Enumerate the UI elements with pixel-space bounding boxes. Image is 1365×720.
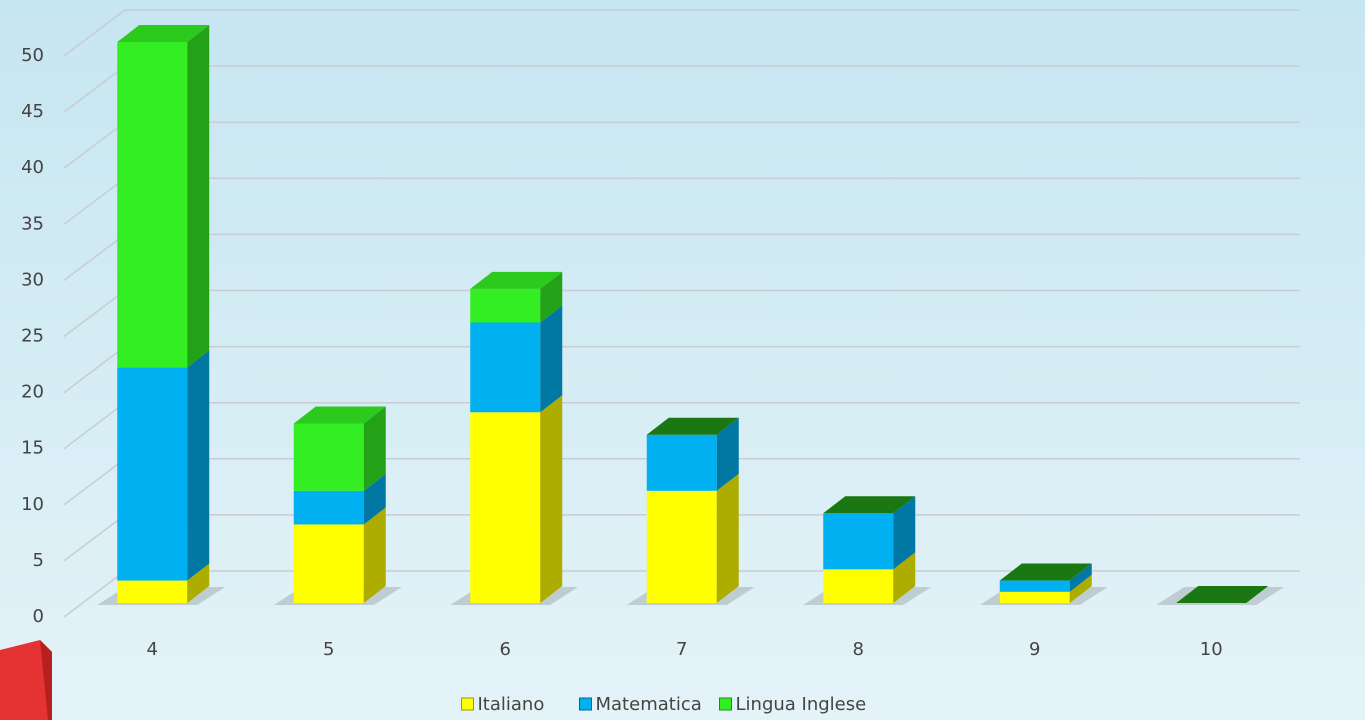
bar-segment xyxy=(293,423,364,491)
grid-line xyxy=(63,65,126,113)
y-tick-label: 15 xyxy=(21,438,44,459)
x-tick-label: 10 xyxy=(1200,639,1223,660)
bar-side xyxy=(540,271,563,323)
legend-label: Italiano xyxy=(478,694,545,715)
bar-side xyxy=(540,395,563,603)
y-tick-label: 40 xyxy=(21,157,44,178)
bar-side xyxy=(893,496,916,570)
y-tick-label: 0 xyxy=(33,606,44,627)
bar-segment xyxy=(470,412,541,603)
bar-segment xyxy=(823,569,894,603)
decoration xyxy=(40,640,52,720)
bar-top xyxy=(1176,586,1269,603)
bar-segment xyxy=(823,513,894,570)
bar-top xyxy=(999,563,1092,581)
legend-label: Lingua Inglese xyxy=(736,694,867,715)
bar-side xyxy=(187,25,210,368)
y-tick-label: 50 xyxy=(21,45,44,66)
x-tick-label: 8 xyxy=(853,639,864,660)
bar-segment xyxy=(293,490,364,525)
bar-top xyxy=(293,406,386,424)
legend-swatch xyxy=(719,697,732,711)
y-tick-label: 10 xyxy=(21,494,44,515)
bar-segment xyxy=(470,288,541,323)
x-tick-label: 9 xyxy=(1029,639,1040,660)
bar-side xyxy=(716,417,739,491)
bar-side xyxy=(363,507,386,603)
bar-side xyxy=(1069,574,1092,603)
y-tick-label: 20 xyxy=(21,382,44,403)
grid-line xyxy=(63,570,126,618)
legend-swatch xyxy=(579,697,592,711)
bar-top xyxy=(646,417,739,435)
bar-top xyxy=(117,25,210,42)
bar-segment xyxy=(999,591,1070,603)
legend-label: Matematica xyxy=(596,694,702,715)
bar-segment xyxy=(117,42,188,368)
x-tick-label: 4 xyxy=(147,639,158,660)
x-tick-label: 7 xyxy=(676,639,687,660)
x-tick-label: 5 xyxy=(323,639,334,660)
bar-segment xyxy=(293,524,364,603)
legend-swatch xyxy=(461,697,474,711)
grid-line xyxy=(63,346,126,394)
grid-line xyxy=(63,402,126,450)
bar-side xyxy=(1069,563,1092,592)
bar-top xyxy=(823,496,916,514)
x-tick-label: 6 xyxy=(500,639,511,660)
y-tick-label: 25 xyxy=(21,326,44,347)
grid-line xyxy=(63,458,126,506)
grid-line xyxy=(63,289,126,338)
bar-segment xyxy=(646,434,717,491)
bar-side xyxy=(363,473,386,525)
bar-segment xyxy=(470,322,541,413)
y-tick-label: 45 xyxy=(21,101,44,122)
grid-line xyxy=(63,514,126,562)
bar-segment xyxy=(999,580,1070,592)
bar-top xyxy=(470,271,563,289)
grid-line xyxy=(63,177,126,225)
bar-segment xyxy=(646,490,717,603)
y-tick-label: 5 xyxy=(33,550,44,571)
bar-side xyxy=(540,305,563,413)
bar-side xyxy=(187,350,210,581)
decoration xyxy=(0,640,52,720)
bar-side xyxy=(716,473,739,603)
grid-line xyxy=(63,233,126,281)
grid-line xyxy=(63,9,126,57)
y-tick-label: 30 xyxy=(21,269,44,290)
bar-segment xyxy=(117,580,188,603)
bar-side xyxy=(893,552,916,603)
bar-side xyxy=(363,406,386,491)
bar-side xyxy=(187,563,210,603)
bar-segment xyxy=(117,367,188,581)
grid-line xyxy=(63,121,126,169)
y-tick-label: 35 xyxy=(21,213,44,234)
